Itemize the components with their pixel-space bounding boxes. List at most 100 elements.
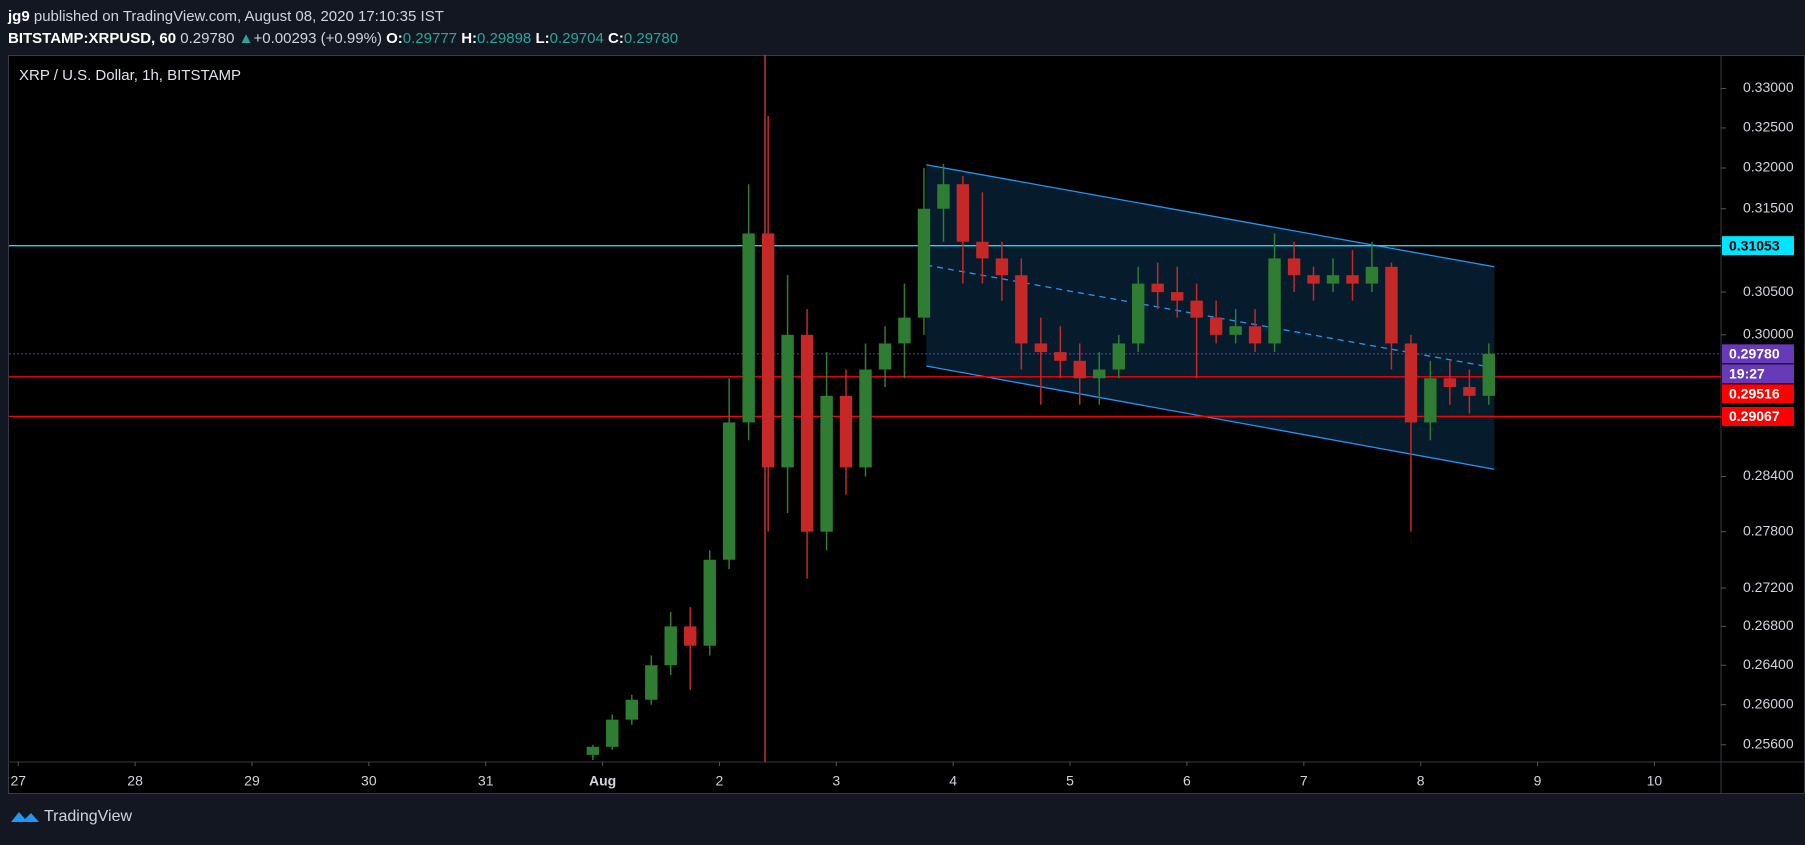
symbol: BITSTAMP:XRPUSD, 60	[8, 30, 177, 47]
chart-title: XRP / U.S. Dollar, 1h, BITSTAMP	[19, 67, 241, 84]
ohlc-label: L:	[535, 30, 550, 47]
candle-body	[976, 241, 989, 259]
x-tick-label: Aug	[589, 773, 616, 789]
x-tick-label: 29	[244, 773, 260, 789]
price-label: 0.29516	[1729, 386, 1780, 402]
x-tick-label: 6	[1183, 773, 1191, 789]
candle-body	[1190, 300, 1203, 318]
ohlc-value: 0.29704	[549, 30, 604, 47]
candle-body	[1287, 258, 1301, 276]
footer: TradingView	[10, 808, 132, 826]
candle-body	[1346, 275, 1359, 284]
y-tick-label: 0.27200	[1743, 579, 1794, 595]
x-tick-label: 7	[1300, 773, 1308, 789]
candle-body	[1404, 343, 1418, 423]
candle-body	[1229, 326, 1242, 335]
ohlc-label: H:	[461, 30, 478, 47]
y-tick-label: 0.26800	[1743, 617, 1794, 633]
last-price: 0.29780	[180, 30, 235, 47]
candle-body	[1073, 360, 1086, 379]
y-tick-label: 0.30500	[1743, 283, 1794, 299]
candle-body	[1248, 326, 1262, 344]
candle-body	[722, 422, 736, 560]
y-tick-label: 0.32500	[1743, 119, 1794, 135]
y-tick-label: 0.25600	[1743, 735, 1794, 751]
candle-body	[1326, 275, 1340, 284]
countdown: 19:27	[1729, 366, 1765, 382]
countdown-box	[1722, 364, 1794, 384]
candle-body	[625, 699, 638, 720]
x-tick-label: 28	[127, 773, 143, 789]
candle-body	[878, 343, 892, 370]
ohlc: O:0.29777 H:0.29898 L:0.29704 C:0.29780	[386, 30, 678, 47]
y-tick-label: 0.30000	[1743, 326, 1794, 342]
user: jg9	[8, 8, 30, 25]
y-tick-label: 0.32000	[1743, 159, 1794, 175]
quote-line: BITSTAMP:XRPUSD, 60 0.29780 ▲+0.00293 (+…	[8, 28, 678, 50]
plot-area	[9, 55, 1721, 762]
candle-body	[1015, 275, 1028, 344]
x-tick-label: 3	[832, 773, 840, 789]
price-label: 0.29067	[1729, 408, 1780, 424]
x-tick-label: 2	[716, 773, 724, 789]
y-tick-label: 0.27800	[1743, 522, 1794, 538]
candle-body	[1054, 352, 1067, 361]
candle-body	[898, 317, 911, 344]
candle-body	[1365, 266, 1379, 284]
channel-middle	[926, 264, 1495, 369]
candle-body	[1093, 369, 1106, 379]
x-tick-label: 9	[1534, 773, 1542, 789]
price-label-box	[1722, 406, 1794, 426]
candle-body	[606, 719, 619, 747]
y-tick-label: 0.26000	[1743, 695, 1794, 711]
candle-body	[742, 233, 755, 423]
candle-body	[781, 334, 794, 468]
candle-body	[995, 258, 1009, 276]
ohlc-value: 0.29780	[623, 30, 679, 47]
price-label-box	[1722, 344, 1794, 364]
candle-body	[1034, 343, 1048, 353]
up-arrow: ▲	[238, 30, 254, 47]
price-label-box	[1722, 236, 1794, 256]
candle-body	[859, 369, 872, 468]
candle-body	[1171, 292, 1184, 301]
candle-body	[1268, 258, 1281, 344]
y-tick-label: 0.28400	[1743, 467, 1794, 483]
candle-body	[1424, 378, 1437, 423]
candle-body	[684, 626, 697, 646]
candle-body	[1443, 378, 1457, 388]
ohlc-label: C:	[608, 30, 624, 47]
candle-body	[1131, 283, 1145, 344]
x-tick-label: 8	[1417, 773, 1425, 789]
candle-body	[1385, 266, 1398, 344]
candle-body	[1151, 283, 1164, 293]
candle-body	[800, 334, 814, 532]
candle-body	[586, 746, 600, 755]
ohlc-label: O:	[386, 30, 403, 47]
x-tick-label: 10	[1647, 773, 1663, 789]
candle-body	[1112, 343, 1125, 370]
candle-body	[664, 626, 677, 666]
y-tick-label: 0.31500	[1743, 199, 1794, 215]
price-label: 0.31053	[1729, 237, 1780, 253]
x-tick-label: 31	[478, 773, 494, 789]
ohlc-value: 0.29898	[477, 30, 532, 47]
x-tick-label: 27	[10, 773, 26, 789]
candle-body	[1209, 317, 1223, 335]
x-tick-label: 4	[949, 773, 957, 789]
candle-body	[956, 184, 970, 242]
candle-body	[820, 395, 833, 532]
candle-body	[937, 184, 950, 209]
channel-upper	[926, 164, 1495, 268]
price-label-box	[1722, 384, 1794, 404]
y-tick-label: 0.26400	[1743, 656, 1794, 672]
publish-line: jg9 published on TradingView.com, August…	[8, 6, 678, 28]
price-label: 0.29780	[1729, 346, 1780, 362]
channel-lower	[926, 365, 1495, 470]
candle-body	[917, 208, 931, 318]
ohlc-value: 0.29777	[402, 30, 458, 47]
published: published on TradingView.com, August 08,…	[33, 8, 444, 25]
x-tick-label: 30	[361, 773, 377, 789]
candle-body	[1307, 275, 1320, 284]
